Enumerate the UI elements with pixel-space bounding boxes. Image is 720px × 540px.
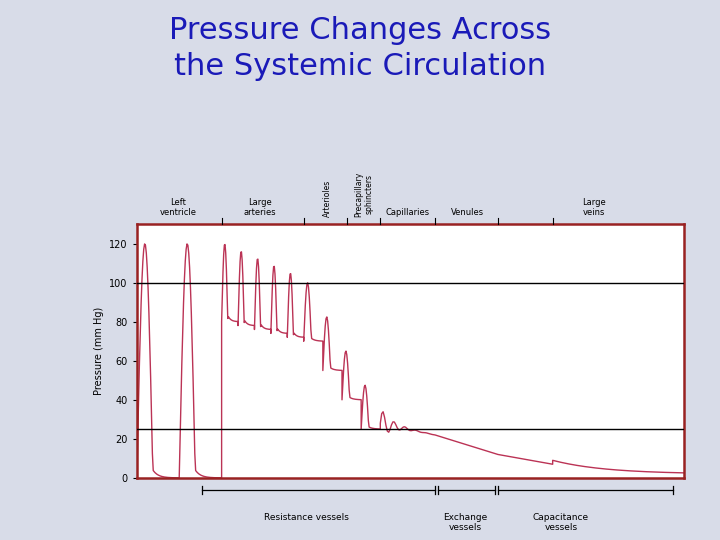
Text: Exchange
vessels: Exchange vessels — [443, 513, 487, 532]
Text: Capillaries: Capillaries — [386, 208, 430, 217]
Text: Arterioles: Arterioles — [323, 180, 332, 217]
Text: Precapillary
sphincters: Precapillary sphincters — [354, 172, 374, 217]
Text: Pressure Changes Across
the Systemic Circulation: Pressure Changes Across the Systemic Cir… — [169, 16, 551, 81]
Y-axis label: Pressure (mm Hg): Pressure (mm Hg) — [94, 307, 104, 395]
Text: Resistance vessels: Resistance vessels — [264, 513, 349, 522]
Text: Left
ventricle: Left ventricle — [159, 198, 197, 217]
Text: Capacitance
vessels: Capacitance vessels — [533, 513, 589, 532]
Text: Large
arteries: Large arteries — [243, 198, 276, 217]
Text: Large
veins: Large veins — [582, 198, 606, 217]
Text: Venules: Venules — [451, 208, 485, 217]
